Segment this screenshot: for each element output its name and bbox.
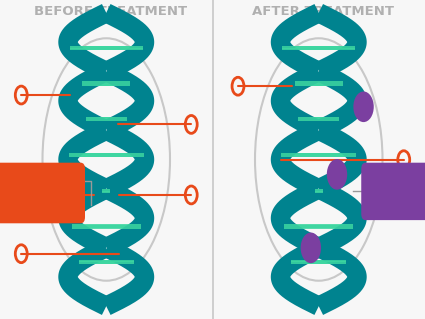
FancyBboxPatch shape [284,227,353,229]
FancyBboxPatch shape [282,47,355,49]
FancyBboxPatch shape [86,120,127,122]
FancyBboxPatch shape [291,260,346,262]
FancyBboxPatch shape [79,260,134,264]
FancyBboxPatch shape [298,120,339,122]
Text: METHYL
GROUPS: METHYL GROUPS [11,183,53,203]
Circle shape [353,92,374,122]
FancyBboxPatch shape [86,117,127,121]
FancyBboxPatch shape [314,190,323,191]
FancyBboxPatch shape [79,263,134,264]
FancyBboxPatch shape [281,154,356,156]
FancyBboxPatch shape [291,261,346,263]
FancyBboxPatch shape [291,260,346,264]
FancyBboxPatch shape [314,191,323,193]
FancyBboxPatch shape [284,224,353,226]
FancyBboxPatch shape [284,225,353,228]
Circle shape [327,159,347,190]
FancyBboxPatch shape [295,82,343,85]
Text: DRUG
(CC-486): DRUG (CC-486) [388,182,425,201]
FancyBboxPatch shape [82,82,130,85]
FancyBboxPatch shape [314,189,323,190]
FancyBboxPatch shape [298,117,339,121]
FancyBboxPatch shape [69,154,144,156]
FancyBboxPatch shape [314,189,323,193]
FancyBboxPatch shape [82,83,130,85]
FancyBboxPatch shape [72,224,141,226]
FancyBboxPatch shape [298,117,339,119]
FancyBboxPatch shape [72,226,141,227]
FancyBboxPatch shape [82,84,130,86]
FancyBboxPatch shape [291,263,346,264]
Text: BEFORE TREATMENT: BEFORE TREATMENT [34,5,187,18]
FancyBboxPatch shape [69,153,144,154]
FancyBboxPatch shape [79,261,134,263]
FancyBboxPatch shape [295,84,343,86]
FancyBboxPatch shape [281,153,356,154]
FancyBboxPatch shape [79,260,134,262]
FancyBboxPatch shape [361,163,425,220]
FancyBboxPatch shape [281,156,356,157]
FancyBboxPatch shape [86,119,127,120]
FancyBboxPatch shape [72,225,141,228]
FancyBboxPatch shape [0,163,85,223]
FancyBboxPatch shape [72,227,141,229]
FancyBboxPatch shape [86,117,127,119]
FancyBboxPatch shape [82,81,130,83]
FancyBboxPatch shape [102,191,110,193]
FancyBboxPatch shape [102,189,110,193]
FancyBboxPatch shape [282,46,355,47]
Circle shape [300,233,321,263]
FancyBboxPatch shape [298,119,339,120]
FancyBboxPatch shape [284,226,353,227]
FancyBboxPatch shape [295,81,343,83]
FancyBboxPatch shape [69,156,144,157]
Text: AFTER TREATMENT: AFTER TREATMENT [252,5,394,18]
FancyBboxPatch shape [70,46,143,47]
FancyBboxPatch shape [70,47,143,49]
FancyBboxPatch shape [282,48,355,50]
FancyBboxPatch shape [102,189,110,190]
FancyBboxPatch shape [281,153,356,157]
FancyBboxPatch shape [102,190,110,191]
FancyBboxPatch shape [70,46,143,50]
FancyBboxPatch shape [70,48,143,50]
FancyBboxPatch shape [295,83,343,85]
FancyBboxPatch shape [69,153,144,157]
FancyBboxPatch shape [282,46,355,50]
